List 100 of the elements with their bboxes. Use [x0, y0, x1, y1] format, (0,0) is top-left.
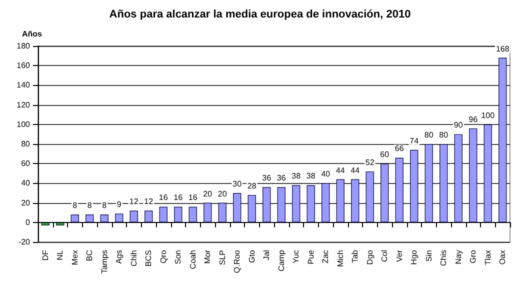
data-label: 36: [276, 174, 286, 183]
bar: [336, 179, 344, 222]
x-tick-label: Tamps: [100, 250, 109, 274]
data-label: 80: [439, 130, 449, 140]
x-tick-label: Chis: [439, 250, 448, 266]
bar: [351, 179, 360, 222]
x-tick-label: BCS: [144, 250, 154, 266]
x-tick-label: DF: [40, 250, 50, 261]
bar: [174, 206, 182, 222]
bar: [218, 202, 226, 222]
x-tick-label: Pue: [306, 249, 316, 264]
data-label: 96: [468, 114, 478, 124]
data-label: 8: [87, 201, 92, 210]
data-label: 16: [174, 193, 184, 202]
x-tick-label: Sin: [424, 250, 434, 262]
y-tick-label: 0: [26, 218, 31, 227]
x-tick-label: Coah: [188, 250, 198, 270]
bar: [498, 58, 507, 222]
x-tick-label: Gro: [468, 249, 478, 264]
x-tick-label: Zac: [321, 250, 330, 264]
y-tick-label: 180: [16, 42, 31, 50]
x-tick-label: Chih: [129, 250, 138, 266]
x-tick-label: Qro: [158, 249, 168, 264]
bar: [41, 222, 50, 226]
data-label: 9: [116, 200, 122, 210]
x-tick-label: Oax: [498, 250, 508, 265]
y-axis-title: Años: [22, 30, 43, 38]
x-tick-label: Mor: [203, 250, 212, 264]
bar: [277, 187, 286, 222]
x-tick-label: Mex: [70, 250, 80, 266]
x-tick-label: Mich: [336, 250, 345, 267]
y-tick-label: 120: [16, 100, 31, 110]
bar: [440, 144, 448, 222]
data-label: 8: [102, 201, 108, 210]
x-tick-label: Ver: [394, 250, 404, 262]
data-label: 38: [292, 172, 302, 181]
data-label: 52: [365, 158, 375, 167]
bar: [130, 210, 138, 222]
x-tick-label: Ags: [114, 250, 124, 264]
y-tick-label: 80: [21, 140, 31, 148]
x-tick-label: Tab: [350, 249, 360, 263]
data-label: 90: [454, 120, 464, 130]
bar: [86, 214, 94, 222]
y-tick-label: -20: [18, 238, 31, 246]
data-label: 80: [424, 130, 434, 140]
x-tick-label: Gto: [247, 249, 256, 263]
chart-title: Años para alcanzar la media europea de innovación, 2010: [109, 8, 411, 20]
bar: [70, 214, 79, 222]
data-label: 12: [144, 197, 154, 206]
bar: [100, 214, 108, 222]
bar: [380, 164, 389, 222]
x-tick-label: NL: [56, 249, 65, 260]
data-label: 20: [218, 189, 228, 198]
data-label: 40: [321, 170, 331, 179]
bar: [454, 134, 462, 222]
data-label: 16: [158, 193, 168, 202]
bar: [410, 150, 418, 222]
y-tick-label: 60: [21, 159, 31, 168]
y-tick-label: 160: [16, 61, 31, 70]
y-tick-label: 40: [21, 178, 31, 188]
y-tick-label: 20: [21, 198, 31, 208]
x-tick-label: Col: [380, 250, 390, 262]
data-label: 100: [481, 110, 496, 120]
bar: [56, 222, 64, 226]
data-label: 20: [203, 189, 213, 198]
data-label: 36: [262, 174, 272, 183]
x-tick-label: Yuc: [292, 250, 301, 264]
bar: [424, 144, 433, 222]
x-tick-label: Hgo: [410, 249, 419, 265]
data-label: 8: [72, 201, 78, 210]
bar: [484, 124, 492, 222]
y-tick-label: 100: [16, 120, 31, 129]
data-label: 44: [350, 166, 360, 175]
bar: [469, 128, 478, 222]
data-label: 28: [247, 181, 257, 190]
x-tick-label: Tlax: [483, 250, 492, 266]
x-tick-label: SLP: [218, 250, 227, 266]
bar: [204, 202, 212, 222]
bar: [322, 183, 330, 222]
data-label: 16: [188, 193, 198, 202]
x-tick-label: BC: [85, 250, 94, 262]
bar: [306, 185, 315, 222]
bar: [292, 185, 300, 222]
bar: [262, 187, 271, 222]
x-tick-label: Camp: [276, 249, 286, 272]
data-label: 66: [394, 144, 404, 154]
x-tick-label: Jal: [262, 250, 272, 260]
x-tick-label: Dgo: [365, 249, 374, 265]
x-tick-label: Nay: [454, 250, 463, 264]
bar: [188, 206, 197, 222]
bar: [395, 158, 404, 222]
data-label: 74: [410, 136, 420, 146]
bar: [144, 210, 153, 222]
data-label: 44: [336, 166, 346, 175]
data-label: 12: [129, 197, 139, 206]
bar: [248, 194, 256, 222]
bar: [115, 214, 124, 222]
data-label: 38: [306, 172, 316, 181]
data-label: 168: [496, 44, 510, 54]
data-label: 60: [380, 150, 390, 160]
